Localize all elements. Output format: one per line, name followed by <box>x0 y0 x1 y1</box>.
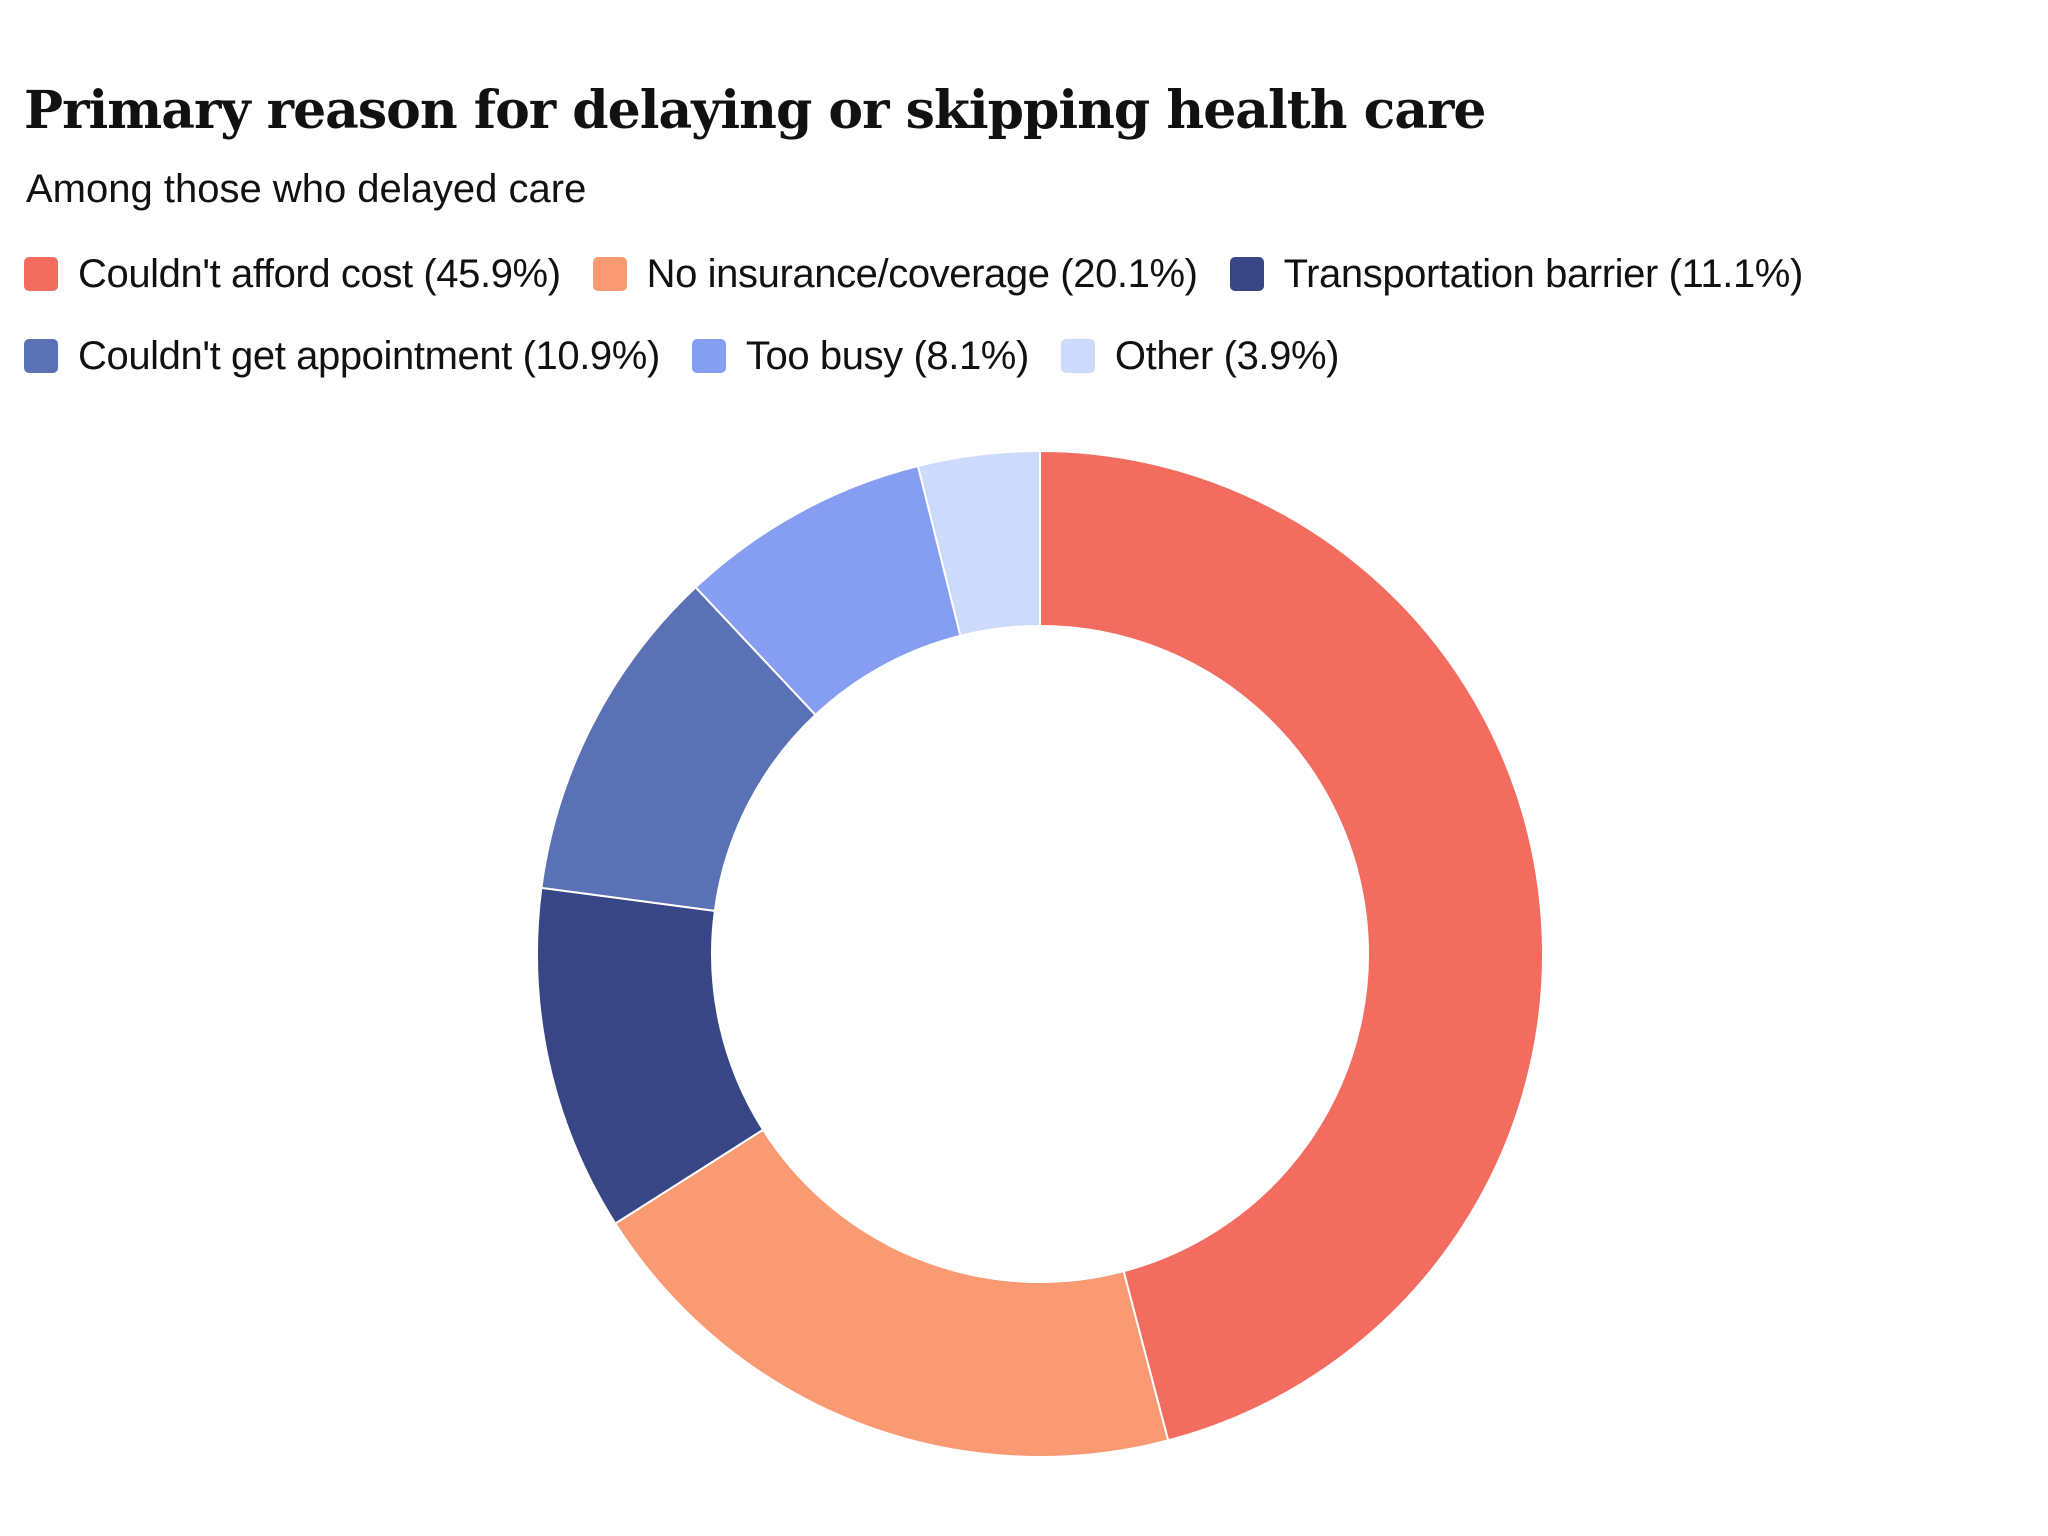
legend-item: Transportation barrier (11.1%) <box>1229 251 1804 296</box>
chart-subtitle: Among those who delayed care <box>26 167 587 211</box>
legend-label: Couldn't afford cost (45.9%) <box>78 251 561 296</box>
legend-label: Too busy (8.1%) <box>745 333 1029 378</box>
legend-swatch <box>691 339 726 373</box>
legend-item: Couldn't get appointment (10.9%) <box>24 334 660 378</box>
legend-swatch <box>1229 257 1264 291</box>
legend-label: Couldn't get appointment (10.9%) <box>78 333 660 378</box>
legend-item: Too busy (8.1%) <box>691 333 1029 378</box>
legend-item: Couldn't afford cost (45.9%) <box>24 252 561 296</box>
legend-label: Transportation barrier (11.1%) <box>1283 251 1804 296</box>
legend-item: Other (3.9%) <box>1060 333 1340 378</box>
chart-legend: Couldn't afford cost (45.9%) No insurance… <box>24 252 2024 378</box>
legend-label: Other (3.9%) <box>1114 333 1340 378</box>
legend-label: No insurance/coverage (20.1%) <box>646 251 1198 296</box>
legend-swatch <box>24 339 58 373</box>
donut-slice <box>613 1128 1170 1458</box>
chart-title: Primary reason for delaying or skipping … <box>24 80 1486 141</box>
legend-item: No insurance/coverage (20.1%) <box>592 251 1198 296</box>
legend-swatch <box>24 257 58 291</box>
donut-slice <box>1039 449 1544 1442</box>
donut-slice <box>916 449 1041 638</box>
legend-swatch <box>592 257 627 291</box>
legend-swatch <box>1060 339 1095 373</box>
